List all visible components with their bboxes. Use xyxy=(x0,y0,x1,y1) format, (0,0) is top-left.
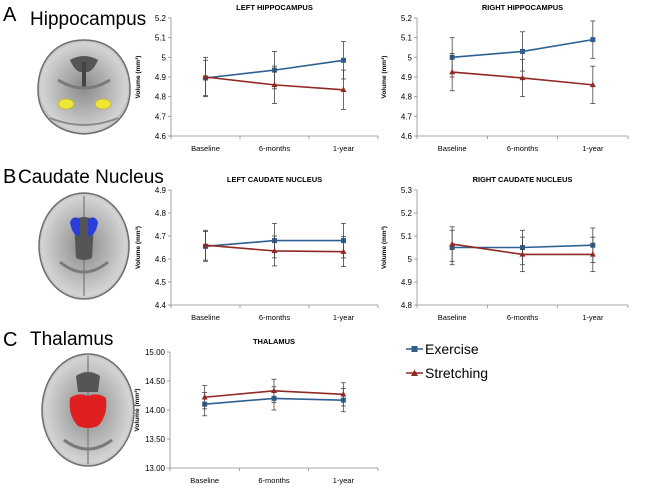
y-tick-label: 5 xyxy=(162,53,167,62)
y-tick-label: 4.6 xyxy=(155,255,167,264)
x-tick-label: 6-months xyxy=(259,313,291,322)
legend-item-stretching: Stretching xyxy=(406,365,488,381)
data-point-stretching xyxy=(589,81,596,88)
y-tick-label: 5.1 xyxy=(401,232,413,241)
x-tick-label: 6-months xyxy=(259,144,291,153)
y-tick-label: 5.1 xyxy=(401,34,413,43)
x-tick-label: 1-year xyxy=(333,144,355,153)
chart-title: RIGHT HIPPOCAMPUS xyxy=(482,3,563,12)
x-tick-label: 1-year xyxy=(333,476,355,485)
legend-marker-exercise xyxy=(411,346,418,352)
chart-title: THALAMUS xyxy=(253,337,295,346)
y-tick-label: 4.9 xyxy=(401,73,413,82)
y-tick-label: 5 xyxy=(408,255,413,264)
y-axis-label: Volume (mm³) xyxy=(381,56,388,99)
region-label-hippocampus: Hippocampus xyxy=(30,9,146,30)
data-point-stretching xyxy=(271,387,277,394)
y-axis-label: Volume (mm³) xyxy=(135,56,142,99)
y-tick-label: 4.9 xyxy=(155,73,167,82)
x-tick-label: Baseline xyxy=(438,144,467,153)
panel-letter-a: A xyxy=(3,4,17,26)
chart-right-caudate: RIGHT CAUDATE NUCLEUS 4.8 4.9 5 5.1 5.2 5.3 Bas… xyxy=(381,175,629,322)
y-tick-label: 5 xyxy=(408,53,413,62)
chart-right-hippocampus: RIGHT HIPPOCAMPUS 4.6 4.7 4.8 4.9 5 5.1 5.2 Base… xyxy=(381,3,629,153)
data-point-stretching xyxy=(589,251,596,257)
x-tick-label: Baseline xyxy=(191,313,220,322)
y-tick-label: 4.7 xyxy=(401,112,413,121)
y-tick-label: 13.00 xyxy=(145,464,166,473)
y-tick-label: 5.3 xyxy=(401,186,413,195)
chart-title: RIGHT CAUDATE NUCLEUS xyxy=(473,175,573,184)
y-tick-label: 4.7 xyxy=(155,232,167,241)
chart-title: LEFT CAUDATE NUCLEUS xyxy=(227,175,322,184)
y-tick-label: 4.6 xyxy=(401,132,413,141)
y-tick-label: 5.1 xyxy=(155,34,167,43)
x-tick-label: 6-months xyxy=(258,476,290,485)
x-tick-label: 6-months xyxy=(507,144,539,153)
x-tick-label: 6-months xyxy=(507,313,539,322)
region-label-thalamus: Thalamus xyxy=(30,329,113,350)
chart-title: LEFT HIPPOCAMPUS xyxy=(236,3,313,12)
data-point-stretching xyxy=(271,81,278,88)
y-axis-label: Volume (mm³) xyxy=(381,226,388,269)
data-point-stretching xyxy=(340,86,347,92)
brain-image-caudate xyxy=(34,192,134,300)
data-point-stretching xyxy=(449,68,456,75)
y-tick-label: 4.4 xyxy=(155,301,167,310)
y-tick-label: 4.5 xyxy=(155,278,167,287)
legend-marker-stretching xyxy=(411,369,418,376)
x-tick-label: Baseline xyxy=(191,144,220,153)
x-tick-label: 1-year xyxy=(582,144,604,153)
x-tick-label: Baseline xyxy=(190,476,219,485)
data-point-stretching xyxy=(202,73,209,80)
y-tick-label: 14.00 xyxy=(145,406,166,415)
data-point-stretching xyxy=(201,394,208,400)
y-tick-label: 5.2 xyxy=(401,209,413,218)
y-tick-label: 4.8 xyxy=(155,93,167,102)
data-point-stretching xyxy=(340,248,347,254)
region-label-caudate: Caudate Nucleus xyxy=(18,167,164,188)
data-point-stretching xyxy=(271,247,278,254)
data-point-stretching xyxy=(519,251,526,257)
y-axis-label: Volume (mm³) xyxy=(134,389,141,432)
y-tick-label: 5.2 xyxy=(155,14,167,23)
brain-image-thalamus xyxy=(38,352,138,468)
x-tick-label: Baseline xyxy=(438,313,467,322)
y-tick-label: 15.00 xyxy=(145,348,166,357)
data-point-stretching xyxy=(202,242,209,248)
y-tick-label: 4.8 xyxy=(401,93,413,102)
x-tick-label: 1-year xyxy=(582,313,604,322)
data-point-exercise xyxy=(341,57,346,63)
y-tick-label: 4.8 xyxy=(401,301,413,310)
y-axis-label: Volume (mm³) xyxy=(135,226,142,269)
legend-label-stretching: Stretching xyxy=(425,365,488,381)
data-point-exercise xyxy=(590,37,596,43)
brain-image-hippocampus xyxy=(34,36,134,136)
chart-thalamus: THALAMUS 13.00 13.50 14.00 14.50 15.00 Baselin… xyxy=(134,337,379,485)
y-tick-label: 14.50 xyxy=(145,377,166,386)
x-tick-label: 1-year xyxy=(333,313,355,322)
panel-letter-b: B xyxy=(3,166,16,188)
y-tick-label: 4.9 xyxy=(401,278,413,287)
chart-left-hippocampus: LEFT HIPPOCAMPUS 4.6 4.7 4.8 4.9 5 5.1 5.2 Basel… xyxy=(135,3,379,153)
panel-letter-c: C xyxy=(3,329,17,351)
data-point-stretching xyxy=(340,391,347,397)
data-point-stretching xyxy=(519,74,526,81)
legend-label-exercise: Exercise xyxy=(425,341,479,357)
data-point-exercise xyxy=(520,48,525,54)
y-tick-label: 4.6 xyxy=(155,132,167,141)
y-tick-label: 5.2 xyxy=(401,14,413,23)
y-tick-label: 4.8 xyxy=(155,209,167,218)
y-tick-label: 4.7 xyxy=(155,112,167,121)
legend-item-exercise: Exercise xyxy=(406,341,479,357)
y-tick-label: 13.50 xyxy=(145,435,166,444)
y-tick-label: 4.9 xyxy=(155,186,167,195)
data-point-stretching xyxy=(449,240,456,247)
chart-left-caudate: LEFT CAUDATE NUCLEUS 4.4 4.5 4.6 4.7 4.8 4.9 Ba… xyxy=(135,175,379,322)
legend: Exercise Stretching xyxy=(406,341,488,381)
